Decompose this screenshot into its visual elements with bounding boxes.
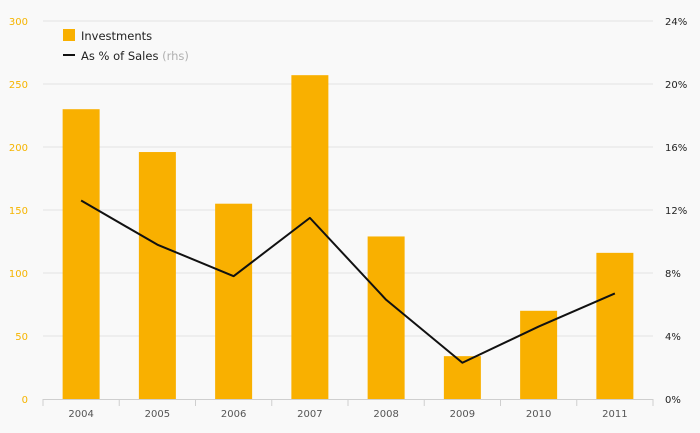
x-tick-label: 2008	[373, 409, 398, 420]
x-tick-label: 2004	[68, 409, 93, 420]
y-left-tick-label: 300	[9, 17, 28, 28]
y-left-tick-label: 0	[22, 395, 28, 406]
y-right-tick-label: 24%	[665, 17, 687, 28]
y-right-tick-label: 20%	[665, 80, 687, 91]
legend-label-sales-pct-name: As % of Sales	[81, 49, 158, 63]
bar-investments	[520, 310, 558, 399]
bar-investments	[367, 236, 405, 399]
bar-layer	[62, 75, 634, 400]
x-tick-label: 2010	[526, 409, 551, 420]
y-right-tick-label: 12%	[665, 206, 687, 217]
legend-swatch-investments	[63, 29, 75, 41]
legend: Investments As % of Sales (rhs)	[63, 29, 189, 63]
y-right-tick-label: 16%	[665, 143, 687, 154]
legend-label-investments: Investments	[81, 29, 152, 43]
bar-investments	[62, 109, 100, 399]
grid-layer	[43, 20, 653, 337]
y-left-tick-label: 250	[9, 80, 28, 91]
y-left-tick-label: 50	[15, 332, 28, 343]
x-tick-label: 2011	[602, 409, 627, 420]
y-right-tick-label: 8%	[665, 269, 681, 280]
x-tick-label: 2005	[145, 409, 170, 420]
x-tick-label: 2006	[221, 409, 246, 420]
bar-investments	[291, 75, 329, 400]
legend-label-sales-pct: As % of Sales (rhs)	[81, 49, 189, 63]
line-sales-pct	[80, 199, 616, 364]
legend-label-rhs: (rhs)	[162, 49, 189, 63]
bar-investments	[215, 203, 253, 399]
bar-investments	[596, 252, 634, 399]
y-right-tick-label: 4%	[665, 332, 681, 343]
bar-investments	[138, 152, 176, 399]
y-left-tick-label: 200	[9, 143, 28, 154]
x-tick-label: 2009	[450, 409, 475, 420]
y-left-tick-label: 150	[9, 206, 28, 217]
y-right-tick-label: 0%	[665, 395, 681, 406]
x-tick-label: 2007	[297, 409, 322, 420]
line-layer	[80, 199, 616, 364]
y-left-tick-label: 100	[9, 269, 28, 280]
axis-layer: 0 50 100 150 200 250 300 0% 4% 8% 12% 16% 20% 24% 2004…	[9, 17, 687, 420]
